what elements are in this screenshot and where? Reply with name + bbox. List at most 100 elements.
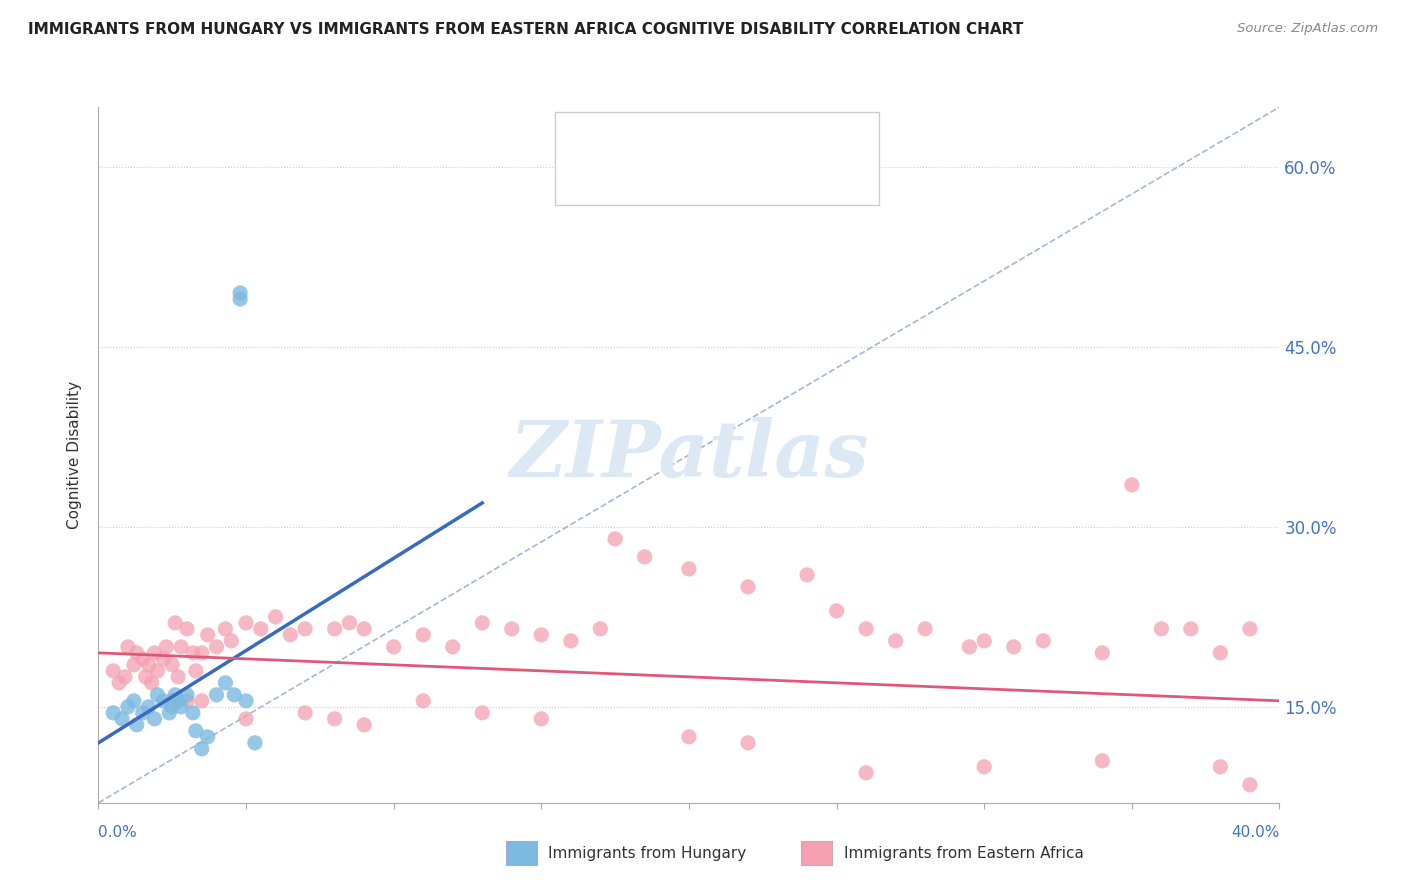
Point xyxy=(530,712,553,726)
Point xyxy=(825,604,848,618)
Point xyxy=(294,706,316,720)
Point xyxy=(138,657,160,672)
Point xyxy=(471,706,494,720)
Point xyxy=(323,622,346,636)
Point xyxy=(103,664,125,678)
Point xyxy=(214,676,236,690)
Point xyxy=(197,730,219,744)
Point xyxy=(243,736,266,750)
Point xyxy=(323,712,346,726)
Point xyxy=(146,688,169,702)
Point xyxy=(339,615,360,630)
Y-axis label: Cognitive Disability: Cognitive Disability xyxy=(67,381,83,529)
Point xyxy=(138,699,160,714)
Point xyxy=(191,646,214,660)
Point xyxy=(441,640,464,654)
Point xyxy=(170,640,193,654)
Point xyxy=(125,646,148,660)
Point xyxy=(412,628,434,642)
Point xyxy=(1209,646,1232,660)
Text: Immigrants from Hungary: Immigrants from Hungary xyxy=(548,847,747,861)
Point xyxy=(224,688,246,702)
Point xyxy=(382,640,405,654)
Point xyxy=(132,706,155,720)
Point xyxy=(152,694,174,708)
Point xyxy=(250,622,273,636)
Point xyxy=(103,706,125,720)
Point xyxy=(117,640,139,654)
Point xyxy=(157,706,180,720)
Point xyxy=(176,622,198,636)
Point xyxy=(122,694,145,708)
Point xyxy=(353,718,375,732)
Point xyxy=(165,615,187,630)
Point xyxy=(1239,778,1261,792)
Point xyxy=(191,694,214,708)
Point xyxy=(678,562,700,576)
Text: R = -0.110   N = 78: R = -0.110 N = 78 xyxy=(616,168,793,186)
Point xyxy=(235,615,257,630)
Point xyxy=(152,652,174,666)
Point xyxy=(855,622,877,636)
Point xyxy=(278,628,302,642)
Point xyxy=(191,741,214,756)
Point xyxy=(229,285,252,300)
Point xyxy=(146,664,169,678)
Text: Immigrants from Eastern Africa: Immigrants from Eastern Africa xyxy=(844,847,1084,861)
Point xyxy=(973,633,995,648)
Point xyxy=(214,622,236,636)
Point xyxy=(560,633,582,648)
Point xyxy=(162,657,183,672)
Point xyxy=(1209,760,1232,774)
Point xyxy=(167,694,190,708)
Point xyxy=(117,699,139,714)
Point xyxy=(589,622,612,636)
Point xyxy=(353,622,375,636)
Point xyxy=(205,640,228,654)
Point xyxy=(884,633,907,648)
Point xyxy=(155,640,177,654)
Point xyxy=(114,670,136,684)
Point xyxy=(181,706,204,720)
Point xyxy=(530,628,553,642)
Text: IMMIGRANTS FROM HUNGARY VS IMMIGRANTS FROM EASTERN AFRICA COGNITIVE DISABILITY C: IMMIGRANTS FROM HUNGARY VS IMMIGRANTS FR… xyxy=(28,22,1024,37)
Point xyxy=(125,718,148,732)
Point xyxy=(143,712,166,726)
Point xyxy=(135,670,157,684)
Point xyxy=(235,712,257,726)
Point xyxy=(1091,754,1114,768)
Text: 40.0%: 40.0% xyxy=(1232,825,1279,840)
Point xyxy=(141,676,163,690)
Point xyxy=(264,610,287,624)
Point xyxy=(165,688,187,702)
Text: R =  0.353   N = 27: R = 0.353 N = 27 xyxy=(616,132,792,150)
Point xyxy=(1180,622,1202,636)
Point xyxy=(1032,633,1054,648)
Point xyxy=(1121,478,1143,492)
Point xyxy=(132,652,155,666)
Point xyxy=(229,292,252,306)
Point xyxy=(167,670,190,684)
Point xyxy=(678,730,700,744)
Point xyxy=(796,567,818,582)
Text: 0.0%: 0.0% xyxy=(98,825,138,840)
Text: Source: ZipAtlas.com: Source: ZipAtlas.com xyxy=(1237,22,1378,36)
Text: ZIPatlas: ZIPatlas xyxy=(509,417,869,493)
Point xyxy=(1150,622,1173,636)
Point xyxy=(176,694,198,708)
Point xyxy=(162,694,183,708)
Point xyxy=(633,549,655,564)
Point xyxy=(605,532,627,546)
Point xyxy=(184,664,207,678)
Point xyxy=(501,622,523,636)
Point xyxy=(197,628,219,642)
Point xyxy=(108,676,131,690)
Point xyxy=(471,615,494,630)
Point xyxy=(959,640,981,654)
Point xyxy=(205,688,228,702)
Point xyxy=(235,694,257,708)
Point xyxy=(176,688,198,702)
Point xyxy=(914,622,936,636)
Point xyxy=(973,760,995,774)
Point xyxy=(181,646,204,660)
